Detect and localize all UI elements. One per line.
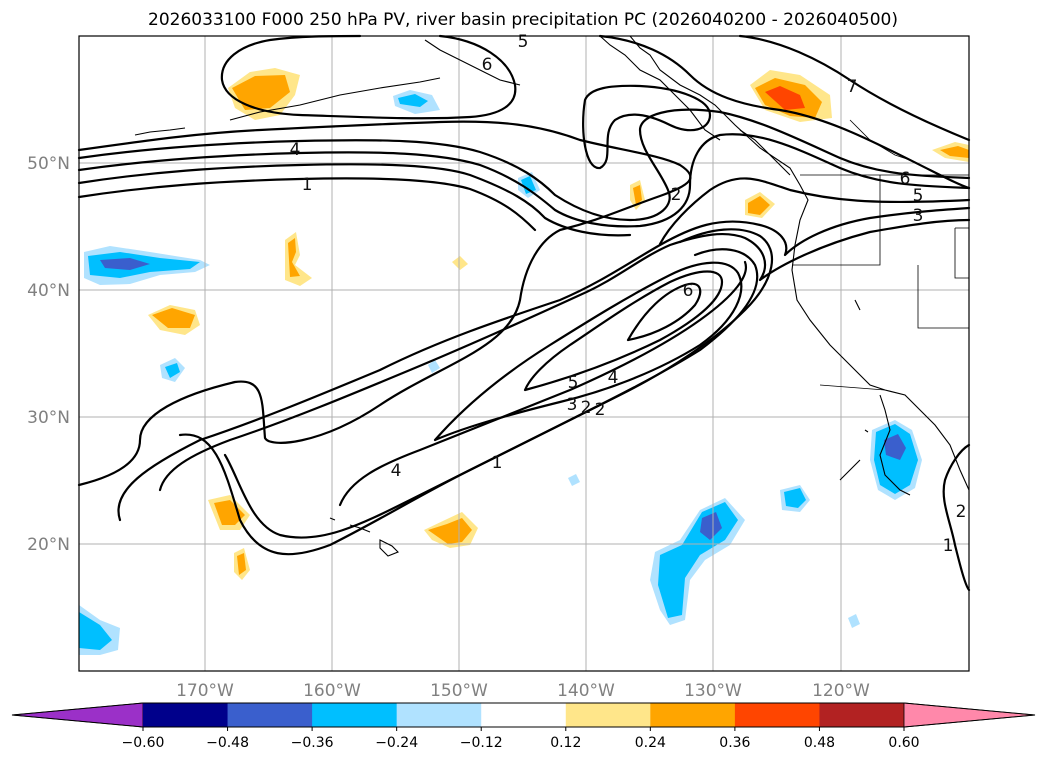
colorbar-tick-label: −0.24 xyxy=(375,735,418,751)
colorbar-tick-label: 0.36 xyxy=(719,735,750,751)
lon-label: 120°W xyxy=(812,681,870,701)
colorbar-segment xyxy=(143,703,229,727)
precip-blob-gulf-ak xyxy=(228,68,300,120)
contour-label: 1 xyxy=(302,175,313,195)
colorbar-segment xyxy=(565,703,651,727)
pv-contour-inner-2 xyxy=(223,248,759,539)
precip-shading xyxy=(79,68,969,655)
pv-contour-inner-5 xyxy=(626,282,702,342)
colorbar-segment xyxy=(312,703,398,727)
precip-blob-sw xyxy=(79,605,120,655)
lon-label: 140°W xyxy=(557,681,615,701)
contour-label: 6 xyxy=(482,55,493,75)
map-frame xyxy=(78,35,970,672)
pv-contour-mid-b xyxy=(158,218,971,492)
pv-contour-mid-a xyxy=(117,206,971,522)
graticule xyxy=(79,36,969,671)
map-title: 2026033100 F000 250 hPa PV, river basin … xyxy=(148,10,898,30)
colorbar-tick-label: −0.60 xyxy=(122,735,165,751)
contour-label: 5 xyxy=(518,32,529,52)
colorbar-tick-label: −0.12 xyxy=(460,735,503,751)
pv-contour-loop-ne xyxy=(582,84,712,170)
contour-label: 2 xyxy=(671,185,682,205)
lon-axis: 170°W 160°W 150°W 140°W 130°W 120°W xyxy=(176,681,870,701)
pv-contour-inner-4 xyxy=(523,270,724,392)
contour-label: 1 xyxy=(492,453,503,473)
pv-contour-5 xyxy=(77,177,537,232)
pv-contour-se-edge xyxy=(942,443,971,592)
lon-label: 150°W xyxy=(430,681,488,701)
precip-blob-west xyxy=(84,246,210,285)
pv-contour-3 xyxy=(77,133,971,228)
lat-axis: 50°N 40°N 30°N 20°N xyxy=(27,154,70,555)
lon-label: 160°W xyxy=(303,681,361,701)
colorbar-segment xyxy=(481,703,567,727)
contour-label: 6 xyxy=(900,169,911,189)
contour-label: 3 xyxy=(913,206,924,226)
contour-label: 4 xyxy=(290,140,301,160)
contour-label: 7 xyxy=(847,77,858,97)
contour-label: 5 xyxy=(568,373,579,393)
contour-label: 4 xyxy=(391,461,402,481)
precip-small-blobs xyxy=(148,90,969,628)
colorbar-tick-label: 0.60 xyxy=(888,735,919,751)
pv-contour-4 xyxy=(77,163,971,246)
contour-label: 5 xyxy=(913,186,924,206)
colorbar-segment xyxy=(650,703,736,727)
colorbar-tick-label: 0.12 xyxy=(550,735,581,751)
pv-contours xyxy=(77,34,971,592)
lat-label: 20°N xyxy=(27,535,70,555)
pv-contour-inner-3 xyxy=(433,261,743,442)
contour-label: 4 xyxy=(608,368,619,388)
pv-contour-outer xyxy=(77,120,692,487)
colorbar-extend-high xyxy=(903,702,1036,728)
colorbar-extend-low xyxy=(11,702,144,728)
colorbar-segment xyxy=(396,703,482,727)
contour-label: 6 xyxy=(683,281,694,301)
pv-contour-inner-6 xyxy=(338,260,747,507)
colorbar-tick-label: −0.48 xyxy=(206,735,249,751)
colorbar: −0.60 −0.48 −0.36 −0.24 −0.12 0.12 0.24 0.36 0.4… xyxy=(11,702,1036,751)
lat-label: 50°N xyxy=(27,154,70,174)
map-panel: 4 1 6 5 2 6 2 6 5 3 7 5 4 3 2 1 4 1 2 xyxy=(77,32,971,672)
contour-label: 2 xyxy=(956,502,967,522)
colorbar-tick-label: 0.48 xyxy=(804,735,835,751)
lon-label: 170°W xyxy=(176,681,234,701)
colorbar-tick-label: −0.36 xyxy=(291,735,334,751)
colorbar-segment xyxy=(227,703,313,727)
contour-label: 1 xyxy=(943,536,954,556)
lat-label: 40°N xyxy=(27,281,70,301)
precip-blob-central-south xyxy=(650,498,745,625)
colorbar-tick-label: 0.24 xyxy=(635,735,666,751)
contour-label: 2 xyxy=(595,400,606,420)
map-background xyxy=(79,36,969,671)
pv-contour-2 xyxy=(77,108,971,222)
colorbar-segment xyxy=(819,703,905,727)
lon-label: 130°W xyxy=(684,681,742,701)
pv-contour-north-jet xyxy=(598,34,971,190)
contour-labels: 4 1 6 5 2 6 2 6 5 3 7 5 4 3 2 1 4 1 2 xyxy=(290,32,967,556)
contour-label: 2 xyxy=(581,398,592,418)
colorbar-segment xyxy=(734,703,820,727)
lat-label: 30°N xyxy=(27,408,70,428)
contour-label: 3 xyxy=(567,395,578,415)
